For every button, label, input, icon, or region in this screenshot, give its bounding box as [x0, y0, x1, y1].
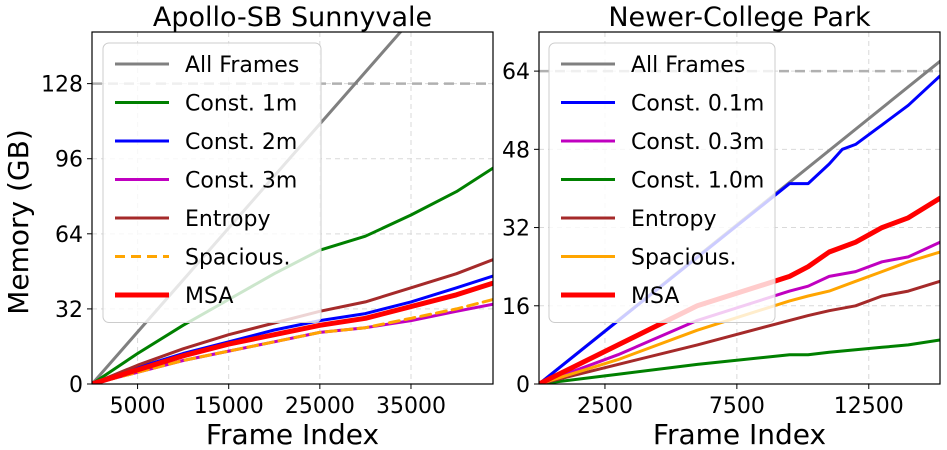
legend-label: MSA	[631, 284, 679, 309]
series-line-spacious	[92, 298, 493, 384]
y-tick-label: 48	[502, 138, 530, 163]
y-axis-label: Memory (GB)	[2, 129, 35, 315]
chart-title: Apollo-SB Sunnyvale	[153, 2, 432, 33]
x-axis-label: Frame Index	[653, 418, 826, 450]
series-line-entropy	[539, 279, 940, 384]
series-line-const-0-3m	[539, 240, 940, 384]
y-tick-label: 128	[41, 73, 83, 98]
legend-label: Entropy	[631, 207, 716, 232]
x-tick-label: 35000	[376, 394, 446, 419]
y-tick-label: 0	[69, 373, 83, 398]
y-tick-label: 96	[55, 148, 83, 173]
legend-label: Const. 2m	[185, 130, 297, 155]
legend-label: MSA	[185, 284, 233, 309]
legend-label: Const. 0.3m	[631, 130, 764, 155]
plot-frame	[91, 31, 494, 385]
legend-box	[548, 42, 776, 323]
legend-label: Const. 3m	[185, 169, 297, 194]
series-line-msa	[92, 280, 493, 384]
chart-panel-apollo: 5000 15000 25000 35000 0 32 64 96 128 Apollo-SB S…	[41, 2, 494, 450]
x-tick-label: 15000	[194, 394, 264, 419]
legend-label: Const. 1m	[185, 92, 297, 117]
y-tick-label: 64	[502, 60, 530, 85]
y-tick-label: 32	[55, 298, 83, 323]
series-lines	[539, 59, 940, 384]
x-axis-label: Frame Index	[206, 418, 379, 450]
legend-box	[102, 42, 322, 323]
legend-label: Entropy	[185, 207, 270, 232]
y-tick-label: 64	[55, 223, 83, 248]
x-tick-label: 5000	[110, 394, 166, 419]
series-line-const-0-1m	[539, 74, 940, 384]
legend-label: Const. 0.1m	[631, 92, 764, 117]
series-line-msa	[539, 195, 940, 384]
legend-label: All Frames	[185, 53, 299, 78]
y-tick-label: 32	[502, 217, 530, 242]
plot-frame	[538, 31, 941, 385]
x-tick-label: 25000	[285, 394, 355, 419]
y-tick-label: 16	[502, 295, 530, 320]
legend-label: Const. 1.0m	[631, 169, 764, 194]
chart-panel-newer-college: 2500 7500 12500 0 16 32 48 64 Newer-College Park…	[502, 2, 941, 450]
x-tick-label: 7500	[709, 394, 765, 419]
series-line-const-1-0m	[539, 338, 940, 384]
x-tick-label: 2500	[577, 394, 633, 419]
chart-title: Newer-College Park	[608, 2, 871, 33]
y-tick-label: 0	[516, 373, 530, 398]
legend-label: Spacious.	[185, 246, 290, 271]
x-tick-label: 12500	[834, 394, 904, 419]
series-line-spacious	[539, 250, 940, 384]
legend-label: All Frames	[631, 53, 745, 78]
legend-label: Spacious.	[631, 246, 736, 271]
